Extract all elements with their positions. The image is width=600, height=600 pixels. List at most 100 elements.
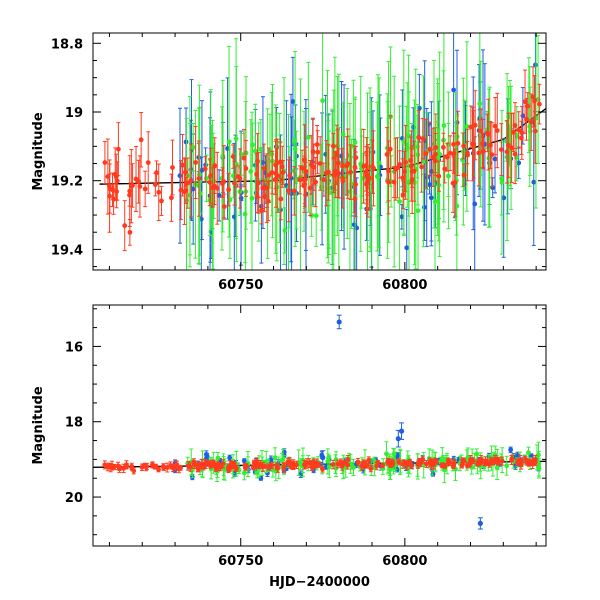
data-point — [122, 223, 128, 229]
data-point — [204, 175, 209, 181]
data-point — [216, 193, 222, 198]
data-point — [352, 196, 358, 202]
data-point — [401, 139, 407, 145]
data-point — [102, 160, 108, 165]
data-point — [317, 161, 323, 166]
data-point — [321, 177, 327, 183]
data-point — [446, 459, 451, 465]
data-point — [193, 160, 199, 165]
data-point — [226, 139, 232, 145]
data-point — [464, 124, 470, 129]
data-point — [355, 459, 361, 465]
data-point — [451, 461, 457, 467]
data-point — [420, 136, 426, 142]
bottom-panel: 60750 60800 16 18 20 Magnitude HJD−2400000 — [31, 304, 547, 590]
data-point — [177, 173, 183, 179]
plot-area — [99, 33, 546, 270]
data-point — [461, 458, 467, 464]
data-point — [530, 461, 535, 467]
data-point — [279, 164, 285, 170]
data-point — [168, 463, 173, 468]
data-point — [302, 177, 308, 183]
data-point — [252, 148, 258, 154]
data-point — [451, 150, 457, 156]
data-point — [221, 204, 227, 210]
data-point — [273, 171, 279, 176]
data-point — [241, 155, 247, 161]
data-point — [499, 458, 505, 464]
data-point — [202, 166, 208, 172]
data-point — [265, 464, 271, 470]
data-point — [286, 184, 292, 190]
data-point — [515, 452, 520, 458]
data-point — [363, 162, 369, 168]
data-point — [404, 146, 410, 152]
data-point — [395, 165, 400, 171]
data-point — [351, 465, 356, 470]
data-point — [525, 103, 531, 109]
data-point — [231, 173, 236, 179]
data-point — [131, 468, 137, 474]
data-point — [287, 173, 293, 179]
data-point — [299, 165, 305, 171]
data-point — [241, 458, 247, 464]
plot-frame — [92, 304, 547, 547]
data-point — [174, 462, 180, 468]
data-point — [188, 178, 194, 183]
data-point — [384, 451, 389, 457]
data-point — [427, 182, 432, 188]
data-point — [501, 195, 507, 201]
data-point — [290, 99, 296, 104]
data-point — [408, 163, 414, 169]
data-point — [396, 459, 402, 465]
data-point — [336, 170, 342, 176]
data-point — [407, 459, 413, 465]
data-point — [182, 169, 188, 175]
data-point — [530, 94, 536, 100]
outlier-point — [398, 428, 405, 434]
data-point — [127, 188, 133, 194]
y-tick-label: 18.8 — [51, 37, 83, 52]
data-point — [313, 213, 319, 219]
y-tick-label: 16 — [65, 340, 83, 355]
data-point — [254, 194, 260, 200]
data-point — [261, 463, 267, 469]
data-point — [427, 146, 433, 152]
data-point — [431, 462, 437, 468]
data-point — [242, 211, 248, 217]
data-point — [153, 463, 159, 469]
data-point — [241, 470, 247, 476]
data-point — [159, 198, 164, 204]
data-point — [526, 450, 531, 456]
data-point — [314, 460, 320, 466]
y-axis-label: Magnitude — [31, 112, 46, 191]
data-point — [305, 134, 311, 140]
data-point — [385, 459, 391, 465]
data-point — [494, 128, 500, 133]
data-point — [291, 137, 297, 143]
data-point — [170, 165, 175, 170]
data-point — [380, 463, 385, 468]
data-point — [212, 183, 217, 189]
data-point — [232, 180, 237, 186]
data-point — [314, 142, 320, 147]
data-point — [404, 245, 410, 251]
data-point — [353, 181, 359, 187]
data-point — [278, 196, 284, 202]
y-axis-label: Magnitude — [31, 386, 46, 465]
data-point — [309, 460, 314, 466]
data-point — [178, 465, 183, 471]
data-point — [415, 208, 421, 214]
data-point — [250, 142, 255, 148]
data-point — [258, 146, 264, 152]
data-point — [461, 143, 467, 149]
outlier-point — [477, 520, 483, 527]
data-point — [528, 119, 534, 125]
data-point — [409, 177, 415, 182]
data-point — [444, 154, 450, 160]
data-point — [323, 151, 329, 157]
data-point — [419, 164, 425, 170]
data-point — [230, 154, 236, 160]
data-point — [274, 160, 280, 166]
data-point — [233, 136, 239, 142]
